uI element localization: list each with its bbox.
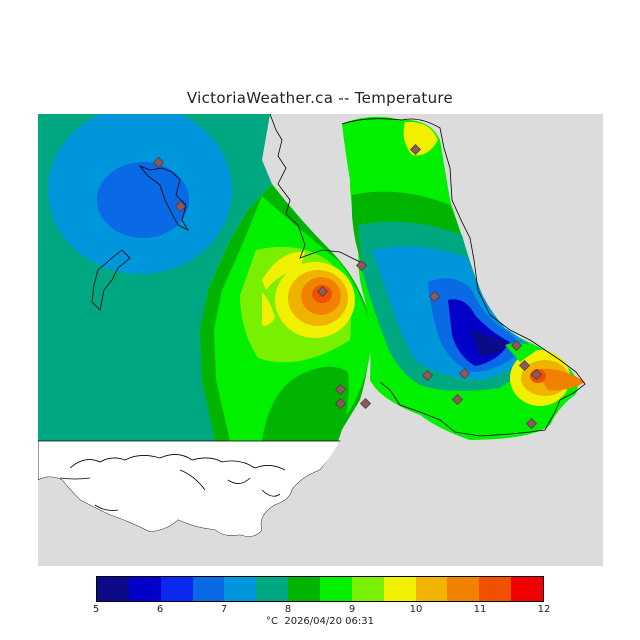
legend-tick-label: 12 [537, 604, 551, 615]
coastline-south [59, 454, 286, 511]
legend-tick-label: 8 [284, 604, 292, 615]
station-marker[interactable] [428, 290, 441, 303]
station-marker[interactable] [530, 368, 543, 381]
legend-swatch [288, 577, 321, 601]
station-marker[interactable] [334, 397, 347, 410]
southern-land [38, 441, 603, 566]
legend-swatch [256, 577, 289, 601]
coastline-east [341, 118, 586, 437]
legend-swatch [192, 577, 225, 601]
legend-swatch [447, 577, 480, 601]
legend-swatch [511, 577, 544, 601]
page-title: VictoriaWeather.ca -- Temperature [186, 89, 454, 107]
units-and-timestamp: °C 2026/04/20 06:31 [266, 616, 374, 627]
legend-swatch [320, 577, 352, 601]
central-temperature-field [200, 184, 372, 441]
coastline-west-islands [91, 165, 190, 311]
legend-swatch [128, 577, 161, 601]
station-marker[interactable] [421, 369, 434, 382]
station-marker[interactable] [458, 367, 471, 380]
temperature-legend-bar [96, 576, 544, 602]
station-marker[interactable] [355, 259, 368, 272]
legend-tick-label: 10 [409, 604, 423, 615]
station-marker[interactable] [451, 393, 464, 406]
station-marker[interactable] [152, 156, 165, 169]
temperature-legend-ticks: 5 6 7 8 9 10 11 12 [92, 604, 551, 618]
coastline-central [269, 114, 361, 263]
legend-swatch [97, 577, 129, 601]
weather-stations[interactable] [152, 143, 543, 430]
station-marker[interactable] [525, 417, 538, 430]
legend-tick-label: 6 [156, 604, 164, 615]
station-marker[interactable] [510, 339, 523, 352]
legend-swatch [479, 577, 512, 601]
station-marker[interactable] [316, 285, 329, 298]
station-marker[interactable] [174, 200, 187, 213]
legend-tick-label: 7 [220, 604, 228, 615]
legend-swatch [415, 577, 448, 601]
legend-swatch [160, 577, 193, 601]
legend-swatch [224, 577, 257, 601]
station-marker[interactable] [334, 383, 347, 396]
station-marker[interactable] [518, 359, 531, 372]
east-temperature-field [342, 116, 585, 441]
legend-tick-label: 11 [473, 604, 487, 615]
station-marker[interactable] [359, 397, 372, 410]
legend-swatch [383, 577, 416, 601]
legend-swatch [351, 577, 384, 601]
legend-tick-label: 5 [92, 604, 100, 615]
station-marker[interactable] [409, 143, 422, 156]
legend-tick-label: 9 [348, 604, 356, 615]
west-temperature-field [38, 114, 272, 441]
